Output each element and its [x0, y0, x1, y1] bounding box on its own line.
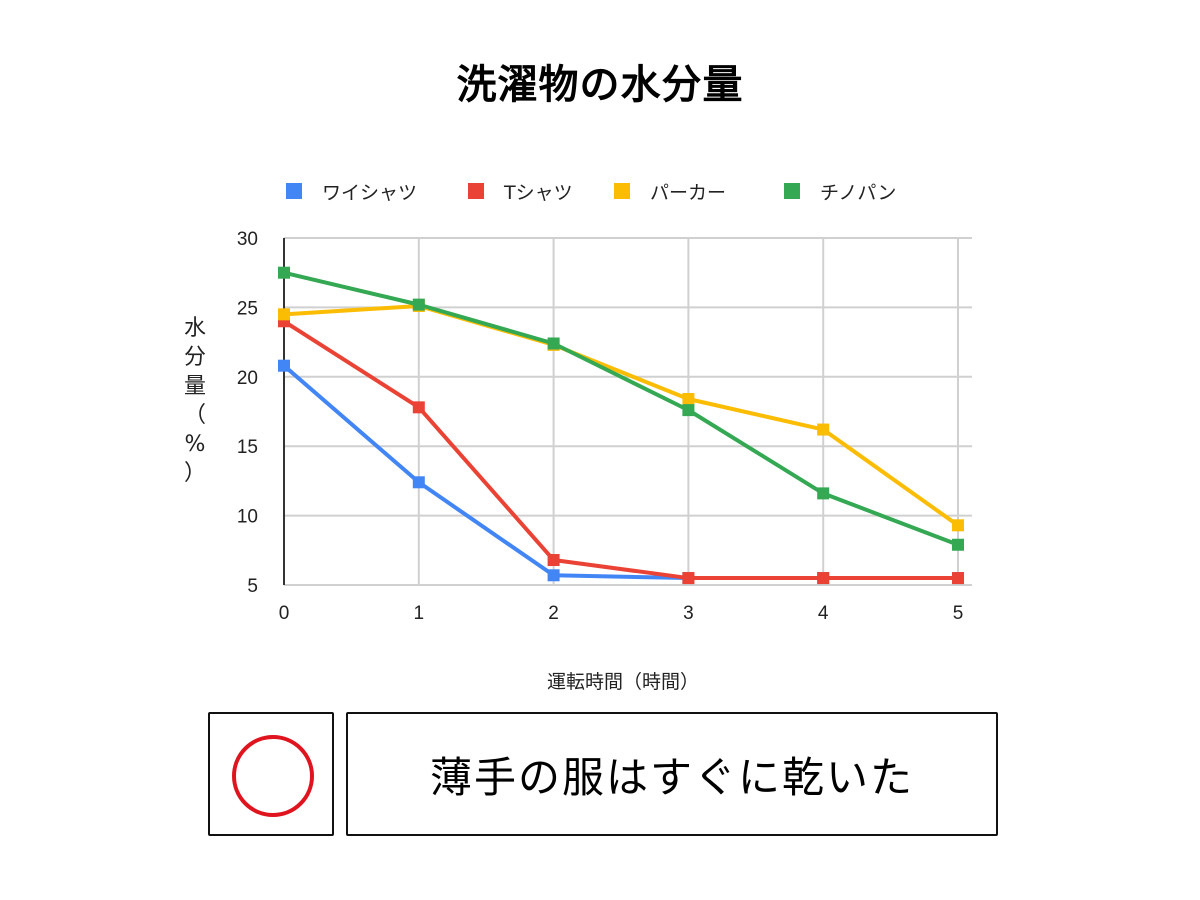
y-tick-label: 10 — [237, 507, 258, 528]
comment-text: 薄手の服はすぐに乾いた — [429, 752, 914, 802]
comment-box: 薄手の服はすぐに乾いた — [346, 712, 998, 836]
x-tick-label: 4 — [818, 603, 829, 624]
data-point — [952, 538, 964, 551]
y-axis-label: 水分量（%） — [184, 316, 206, 486]
series-line — [283, 270, 959, 547]
data-point — [278, 359, 290, 372]
data-point — [817, 423, 830, 436]
evaluation-mark-box — [208, 712, 334, 836]
x-axis-label: 運転時間（時間） — [547, 671, 699, 693]
x-tick-label: 0 — [279, 603, 290, 624]
data-point — [278, 308, 290, 321]
y-tick-label: 20 — [237, 368, 258, 389]
legend-label: チノパン — [820, 182, 896, 204]
y-tick-label: 25 — [237, 298, 258, 319]
legend-label: Tシャツ — [503, 182, 573, 204]
legend-swatch — [468, 183, 484, 199]
data-point — [682, 393, 695, 406]
data-point — [412, 401, 425, 414]
legend-label: ワイシャツ — [322, 182, 417, 204]
data-point — [412, 476, 425, 489]
line-chart: 5 10 15 20 25 30 0 1 2 3 4 5 ワイシャツ Tシャツ パーカー チノパン運転時間（時… — [184, 182, 972, 693]
data-point — [952, 519, 964, 532]
x-tick-label: 1 — [414, 603, 425, 624]
data-point — [682, 404, 695, 417]
legend-label: パーカー — [650, 182, 726, 204]
circle-mark-icon — [232, 735, 314, 817]
legend-swatch — [286, 183, 302, 199]
y-tick-label: 5 — [247, 576, 258, 597]
data-point — [817, 572, 830, 585]
data-point — [952, 572, 964, 585]
legend-swatch — [784, 183, 800, 199]
data-point — [547, 554, 560, 567]
series-line — [282, 319, 958, 581]
data-point — [547, 337, 560, 350]
y-tick-label: 30 — [237, 229, 258, 250]
data-point — [817, 487, 830, 500]
chart-title: 洗濯物の水分量 — [456, 62, 744, 108]
data-point — [412, 298, 425, 311]
legend-swatch — [614, 183, 630, 199]
data-point — [278, 266, 290, 279]
x-tick-label: 2 — [548, 603, 559, 624]
data-point — [682, 572, 695, 585]
x-tick-label: 5 — [953, 603, 964, 624]
y-tick-label: 15 — [237, 437, 258, 458]
data-point — [547, 569, 560, 582]
x-tick-label: 3 — [683, 603, 694, 624]
series-line — [282, 364, 958, 581]
series-line — [283, 304, 960, 527]
